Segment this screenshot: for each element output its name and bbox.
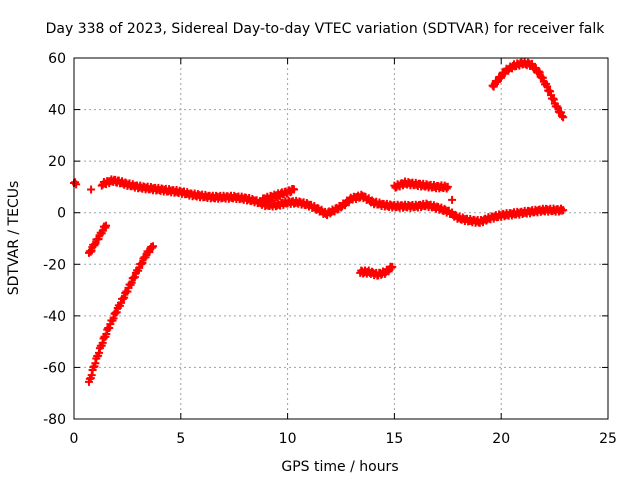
data-point	[94, 235, 103, 244]
y-tick-label: -20	[43, 257, 66, 273]
data-point	[87, 185, 96, 194]
data-point	[130, 273, 139, 282]
data-point	[127, 278, 136, 287]
data-point	[72, 180, 81, 189]
series-short-steep-segment	[84, 221, 111, 257]
plot-frame	[73, 57, 609, 420]
data-point	[149, 242, 158, 251]
data-point	[559, 206, 568, 215]
series-mid-negative-segment	[356, 262, 397, 280]
x-tick-label: 10	[279, 431, 297, 447]
data-point	[559, 113, 568, 122]
axis-ticks: 0 5 10 15 20 25 -80 -60 -40 -20 0 20 40 60	[43, 51, 617, 447]
data-markers	[70, 57, 568, 386]
data-point	[442, 184, 451, 193]
y-tick-label: 60	[48, 51, 66, 67]
data-point	[105, 324, 114, 333]
series-main-band	[97, 175, 568, 227]
y-tick-label: -60	[43, 360, 66, 376]
data-point	[119, 294, 128, 303]
data-point	[141, 253, 150, 262]
data-point	[137, 260, 146, 269]
data-point	[138, 258, 147, 267]
data-point	[553, 103, 562, 112]
data-point	[123, 287, 132, 296]
data-point	[443, 182, 452, 191]
series-early-dot	[87, 185, 96, 194]
data-point	[448, 195, 457, 204]
data-point	[552, 102, 561, 111]
series-lower-steep-segment	[84, 242, 158, 386]
series-secondary-band	[257, 184, 299, 206]
data-point	[112, 308, 121, 317]
data-point	[558, 112, 567, 121]
data-point	[290, 185, 299, 194]
data-point	[120, 293, 129, 302]
x-tick-label: 20	[492, 431, 510, 447]
data-point	[109, 314, 118, 323]
x-tick-label: 25	[599, 431, 617, 447]
x-tick-label: 0	[70, 431, 79, 447]
x-axis-label: GPS time / hours	[281, 459, 398, 475]
x-tick-label: 15	[385, 431, 403, 447]
data-point	[388, 262, 397, 271]
data-point	[492, 78, 501, 87]
series-upper-mid-segment	[390, 177, 452, 193]
y-tick-label: -80	[43, 412, 66, 428]
grid	[74, 58, 608, 419]
series-upper-arc	[488, 57, 568, 122]
data-point	[538, 73, 547, 82]
y-tick-label: 20	[48, 154, 66, 170]
data-point	[116, 298, 125, 307]
y-tick-label: 0	[57, 206, 66, 222]
chart-title: Day 338 of 2023, Sidereal Day-to-day VTE…	[46, 21, 606, 37]
data-point	[543, 82, 552, 91]
y-tick-label: 40	[48, 103, 66, 119]
y-axis-label: SDTVAR / TECUs	[6, 181, 22, 296]
data-point	[535, 68, 544, 77]
y-tick-label: -40	[43, 309, 66, 325]
series-start-point	[70, 178, 81, 189]
data-point	[91, 239, 100, 248]
data-point	[557, 108, 566, 117]
x-tick-label: 5	[176, 431, 185, 447]
data-point	[102, 221, 111, 230]
data-point	[90, 241, 99, 250]
series-isolated-point	[448, 195, 457, 204]
